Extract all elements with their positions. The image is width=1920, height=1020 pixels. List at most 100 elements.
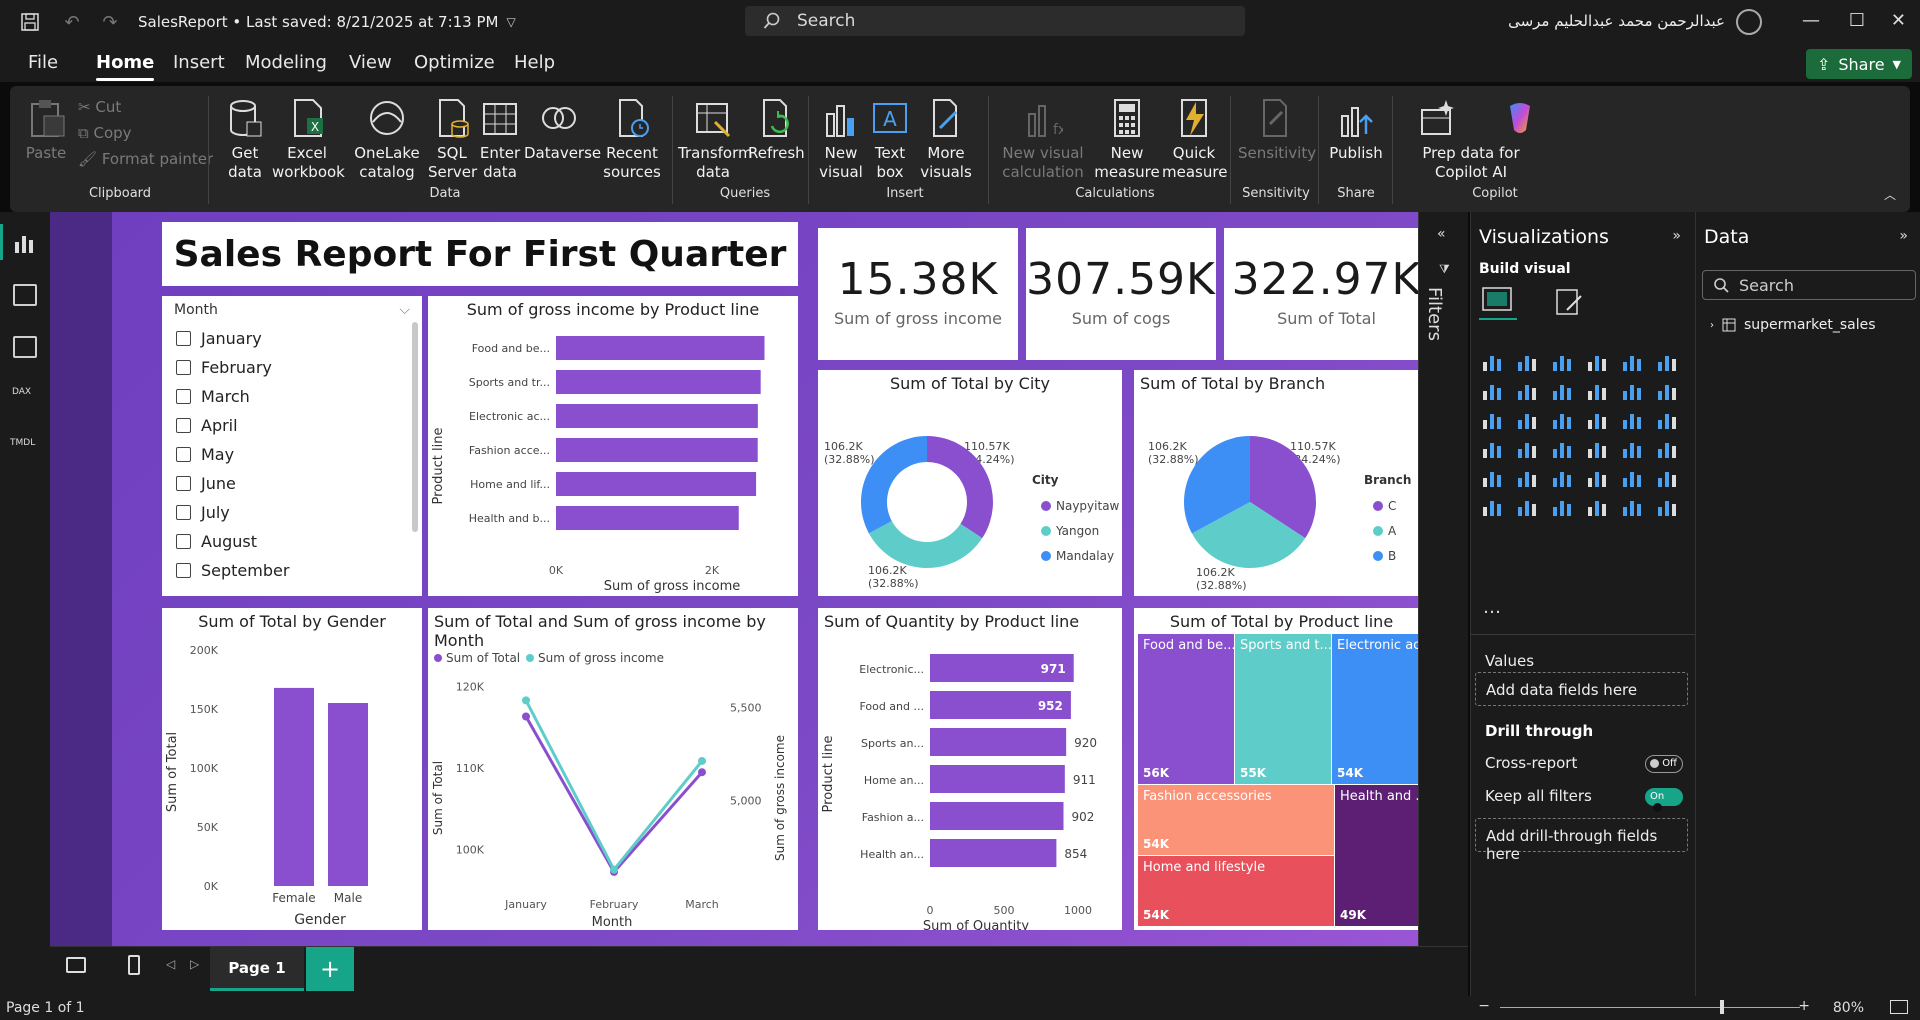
stacked-bar-visual-icon[interactable] [1481, 350, 1503, 372]
waterfall-visual-icon[interactable] [1656, 379, 1678, 401]
bar[interactable] [274, 687, 314, 886]
bar[interactable] [328, 703, 368, 886]
bar[interactable] [930, 839, 1057, 867]
checkbox[interactable] [176, 534, 191, 549]
quick-measure-button[interactable]: Quick measure [1162, 98, 1227, 182]
total-by-city-chart[interactable]: Sum of Total by City 110.57K (34.24%) 10… [818, 370, 1122, 596]
menu-help[interactable]: Help [514, 52, 556, 73]
add-data-fields-well[interactable]: Add data fields here [1475, 672, 1688, 706]
menu-home[interactable]: Home [96, 52, 155, 81]
python-visual-icon[interactable] [1621, 466, 1643, 488]
dax-query-view-icon[interactable]: DAX [12, 387, 32, 397]
filters-pane-collapsed[interactable]: « ⧩ Filters [1418, 212, 1468, 946]
desktop-layout-icon[interactable] [66, 957, 86, 973]
expand-filters-icon[interactable]: « [1437, 226, 1446, 242]
kpi-visual-icon[interactable] [1656, 437, 1678, 459]
save-icon[interactable] [16, 8, 44, 36]
month-slicer[interactable]: Month ⌵ January February March April May June J… [162, 296, 422, 596]
line-visual-icon[interactable] [1481, 379, 1503, 401]
zoom-out-button[interactable]: − [1478, 998, 1490, 1014]
keep-all-filters-toggle[interactable]: On [1645, 788, 1683, 812]
refresh-button[interactable]: Refresh [748, 98, 805, 163]
area-visual-icon[interactable] [1516, 379, 1538, 401]
zoom-in-button[interactable]: + [1798, 998, 1810, 1014]
more-visuals-button[interactable]: More visuals [914, 98, 978, 182]
table-view-icon[interactable] [13, 284, 37, 306]
100-column-visual-icon[interactable] [1656, 350, 1678, 372]
pie-slice[interactable] [1191, 502, 1306, 568]
slicer-item-april[interactable]: April [176, 411, 422, 440]
copilot-button[interactable] [1490, 98, 1550, 144]
ribbon-visual-icon[interactable] [1621, 379, 1643, 401]
treemap-cell[interactable]: Sports and t... 55K [1235, 634, 1331, 784]
treemap-visual-icon[interactable] [1621, 408, 1643, 430]
transform-data-button[interactable]: Transform data [678, 98, 753, 182]
stacked-column-visual-icon[interactable] [1516, 350, 1538, 372]
checkbox[interactable] [176, 563, 191, 578]
dataverse-button[interactable]: Dataverse [524, 98, 601, 163]
add-page-button[interactable]: + [306, 947, 354, 991]
global-search-input[interactable]: Search [745, 6, 1245, 36]
bar[interactable] [556, 404, 758, 428]
clustered-bar-visual-icon[interactable] [1551, 350, 1573, 372]
model-view-icon[interactable] [13, 336, 37, 358]
bar[interactable] [930, 802, 1064, 830]
page-tab-1[interactable]: Page 1 [210, 947, 304, 991]
tmdl-view-icon[interactable]: TMDL [10, 438, 36, 448]
data-search-input[interactable]: Search [1702, 270, 1916, 300]
onelake-catalog-button[interactable]: OneLake catalog [346, 98, 428, 182]
chevron-down-icon[interactable]: ▽ [506, 15, 516, 29]
r-visual-visual-icon[interactable] [1586, 466, 1608, 488]
copy-button[interactable]: ⧉ Copy [78, 124, 132, 142]
menu-file[interactable]: File [28, 52, 59, 73]
format-visual-tab[interactable] [1553, 286, 1585, 322]
funnel-visual-icon[interactable] [1516, 408, 1538, 430]
quantity-by-product-chart[interactable]: Sum of Quantity by Product line Product … [818, 608, 1122, 930]
data-point[interactable] [522, 696, 530, 705]
slicer-item-march[interactable]: March [176, 382, 422, 411]
qa-visual-icon[interactable] [1516, 495, 1538, 517]
data-point[interactable] [698, 768, 706, 777]
sql-server-button[interactable]: SQL Server [428, 98, 477, 182]
collapse-pane-icon[interactable]: » [1672, 228, 1681, 244]
checkbox[interactable] [176, 476, 191, 491]
report-view-icon[interactable] [13, 232, 37, 254]
narrative-visual-icon[interactable] [1551, 495, 1573, 517]
chevron-right-icon[interactable]: › [1710, 319, 1714, 331]
checkbox[interactable] [176, 418, 191, 433]
bar[interactable] [556, 336, 765, 360]
treemap-cell[interactable]: Health and ... 49K [1335, 785, 1425, 926]
share-button[interactable]: ⇪ Share ▼ [1806, 49, 1912, 79]
text-box-button[interactable]: A Text box [868, 98, 912, 182]
chevron-down-icon[interactable]: ⌵ [399, 302, 410, 318]
bar[interactable] [930, 691, 1071, 719]
kpi-card-cogs[interactable]: 307.59K Sum of cogs [1026, 228, 1216, 360]
menu-optimize[interactable]: Optimize [414, 52, 495, 73]
slicer-item-may[interactable]: May [176, 440, 422, 469]
bar[interactable] [556, 506, 739, 530]
paste-button[interactable]: Paste [20, 98, 72, 163]
checkbox[interactable] [176, 389, 191, 404]
data-point[interactable] [522, 712, 530, 721]
previous-page-icon[interactable]: ◁ [166, 957, 176, 971]
menu-modeling[interactable]: Modeling [245, 52, 327, 73]
slicer-item-august[interactable]: August [176, 527, 422, 556]
line-column-visual-icon[interactable] [1586, 379, 1608, 401]
card-visual-icon[interactable] [1586, 437, 1608, 459]
donut-visual-icon[interactable] [1586, 408, 1608, 430]
report-title-card[interactable]: Sales Report For First Quarter [162, 222, 798, 286]
excel-workbook-button[interactable]: X Excel workbook [272, 98, 345, 182]
pie-slice[interactable] [1250, 436, 1316, 539]
more-options-icon[interactable]: … [1483, 597, 1501, 618]
treemap-cell[interactable]: Home and lifestyle 54K [1138, 856, 1334, 926]
new-visual-button[interactable]: New visual [816, 98, 866, 182]
zoom-slider-handle[interactable] [1720, 1000, 1724, 1014]
total-and-gross-by-month-chart[interactable]: Sum of Total and Sum of gross income by … [428, 608, 798, 930]
redo-icon[interactable]: ↷ [102, 11, 118, 33]
publish-button[interactable]: Publish [1324, 98, 1388, 163]
slicer-header[interactable]: Month ⌵ [162, 296, 422, 324]
slicer-item-july[interactable]: July [176, 498, 422, 527]
new-visual-calculation-button[interactable]: fx New visual calculation [998, 98, 1088, 182]
user-name[interactable]: عبدالرحمن محمد عبدالحليم مرسى [1508, 12, 1725, 30]
decomposition-visual-icon[interactable] [1481, 495, 1503, 517]
